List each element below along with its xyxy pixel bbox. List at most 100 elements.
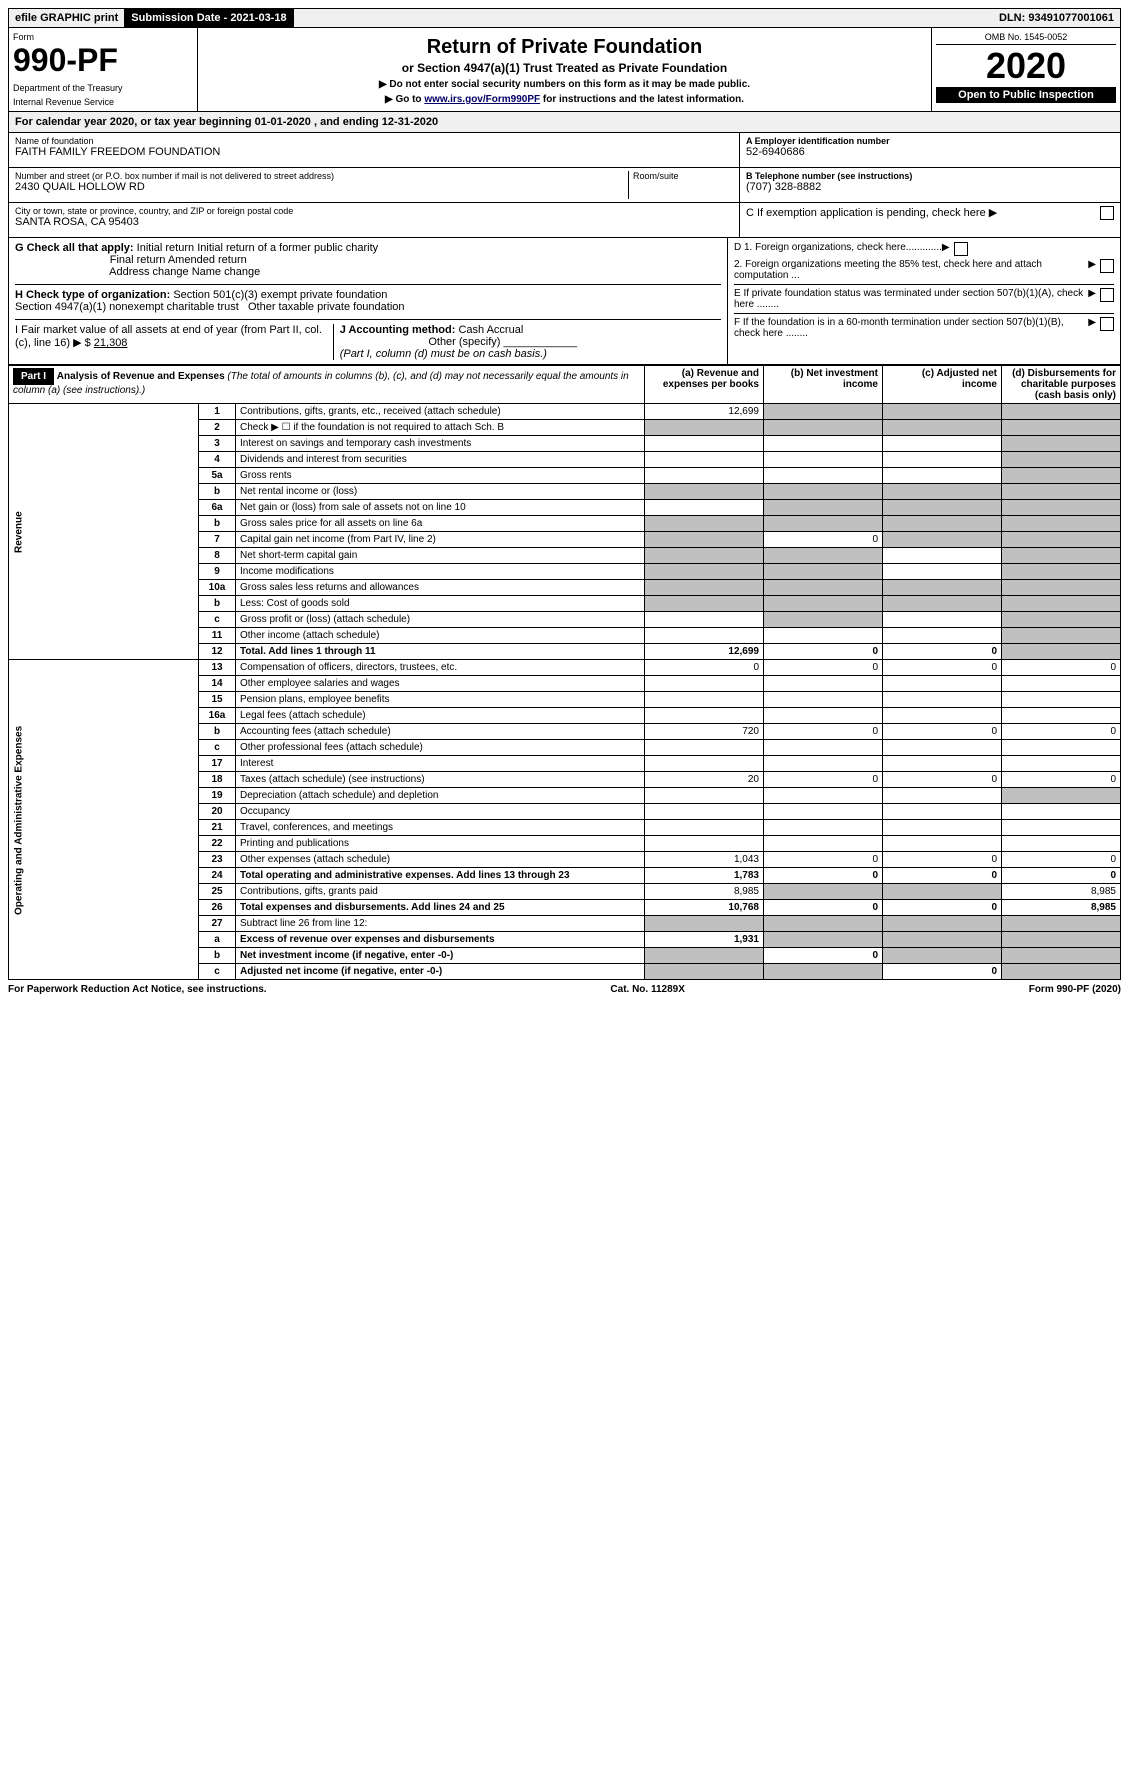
value-cell [764, 484, 883, 500]
name-row: Name of foundation FAITH FAMILY FREEDOM … [9, 133, 739, 168]
value-cell [764, 836, 883, 852]
row-number: 11 [199, 628, 236, 644]
row-number: b [199, 596, 236, 612]
value-cell [645, 548, 764, 564]
value-cell: 0 [1002, 660, 1121, 676]
value-cell: 0 [883, 660, 1002, 676]
value-cell [764, 628, 883, 644]
row-number: 18 [199, 772, 236, 788]
f-cb[interactable] [1100, 317, 1114, 331]
col-a-header: (a) Revenue and expenses per books [645, 366, 764, 404]
value-cell [883, 916, 1002, 932]
row-number: 25 [199, 884, 236, 900]
value-cell: 20 [645, 772, 764, 788]
value-cell [645, 948, 764, 964]
value-cell [1002, 532, 1121, 548]
value-cell: 0 [764, 900, 883, 916]
value-cell [764, 692, 883, 708]
e-cb[interactable] [1100, 288, 1114, 302]
top-bar: efile GRAPHIC print Submission Date - 20… [8, 8, 1121, 28]
value-cell [645, 596, 764, 612]
row-description: Interest [236, 756, 645, 772]
value-cell: 0 [764, 724, 883, 740]
d1-cb[interactable] [954, 242, 968, 256]
row-number: 26 [199, 900, 236, 916]
value-cell [764, 420, 883, 436]
d2-cb[interactable] [1100, 259, 1114, 273]
value-cell: 0 [1002, 772, 1121, 788]
value-cell [764, 964, 883, 980]
value-cell: 1,931 [645, 932, 764, 948]
value-cell [764, 516, 883, 532]
row-number: a [199, 932, 236, 948]
row-description: Excess of revenue over expenses and disb… [236, 932, 645, 948]
value-cell [1002, 836, 1121, 852]
value-cell [1002, 548, 1121, 564]
value-cell [645, 580, 764, 596]
value-cell: 12,699 [645, 404, 764, 420]
open-inspection: Open to Public Inspection [936, 87, 1116, 103]
value-cell [883, 468, 1002, 484]
value-cell [764, 500, 883, 516]
expenses-label: Operating and Administrative Expenses [9, 660, 199, 980]
value-cell [883, 692, 1002, 708]
row-description: Compensation of officers, directors, tru… [236, 660, 645, 676]
value-cell: 0 [764, 772, 883, 788]
form-ref: Form 990-PF (2020) [1029, 984, 1121, 995]
row-description: Net rental income or (loss) [236, 484, 645, 500]
value-cell: 0 [764, 852, 883, 868]
value-cell [764, 468, 883, 484]
section-g: G Check all that apply: Initial return I… [15, 242, 721, 278]
value-cell [883, 500, 1002, 516]
value-cell [1002, 516, 1121, 532]
row-number: 13 [199, 660, 236, 676]
dln: DLN: 93491077001061 [993, 9, 1120, 27]
value-cell [883, 564, 1002, 580]
cat-number: Cat. No. 11289X [610, 984, 684, 995]
row-number: 3 [199, 436, 236, 452]
value-cell [764, 548, 883, 564]
value-cell [645, 628, 764, 644]
row-description: Occupancy [236, 804, 645, 820]
irs-label: Internal Revenue Service [13, 97, 193, 107]
value-cell [645, 804, 764, 820]
value-cell [883, 836, 1002, 852]
section-g-h-i-j: G Check all that apply: Initial return I… [8, 238, 1121, 365]
row-number: c [199, 740, 236, 756]
value-cell [1002, 500, 1121, 516]
value-cell [764, 612, 883, 628]
value-cell [883, 756, 1002, 772]
row-number: 16a [199, 708, 236, 724]
row-description: Income modifications [236, 564, 645, 580]
header-left: Form 990-PF Department of the Treasury I… [9, 28, 198, 111]
value-cell [1002, 708, 1121, 724]
street-address: 2430 QUAIL HOLLOW RD [15, 181, 628, 193]
row-number: 23 [199, 852, 236, 868]
value-cell [764, 596, 883, 612]
col-b-header: (b) Net investment income [764, 366, 883, 404]
value-cell: 0 [764, 948, 883, 964]
row-description: Legal fees (attach schedule) [236, 708, 645, 724]
value-cell [1002, 756, 1121, 772]
value-cell [1002, 916, 1121, 932]
value-cell: 0 [883, 900, 1002, 916]
part1-label: Part I [13, 368, 54, 385]
exemption-checkbox[interactable] [1100, 206, 1114, 220]
value-cell [764, 820, 883, 836]
row-number: 14 [199, 676, 236, 692]
value-cell [645, 420, 764, 436]
value-cell [645, 564, 764, 580]
form-header: Form 990-PF Department of the Treasury I… [8, 28, 1121, 112]
value-cell [645, 452, 764, 468]
irs-link[interactable]: www.irs.gov/Form990PF [424, 94, 540, 105]
footer: For Paperwork Reduction Act Notice, see … [8, 980, 1121, 999]
value-cell: 0 [1002, 868, 1121, 884]
tel-row: B Telephone number (see instructions) (7… [740, 168, 1120, 203]
row-number: 8 [199, 548, 236, 564]
value-cell [1002, 804, 1121, 820]
value-cell [883, 516, 1002, 532]
value-cell [883, 676, 1002, 692]
row-number: 9 [199, 564, 236, 580]
value-cell [1002, 964, 1121, 980]
value-cell [645, 692, 764, 708]
